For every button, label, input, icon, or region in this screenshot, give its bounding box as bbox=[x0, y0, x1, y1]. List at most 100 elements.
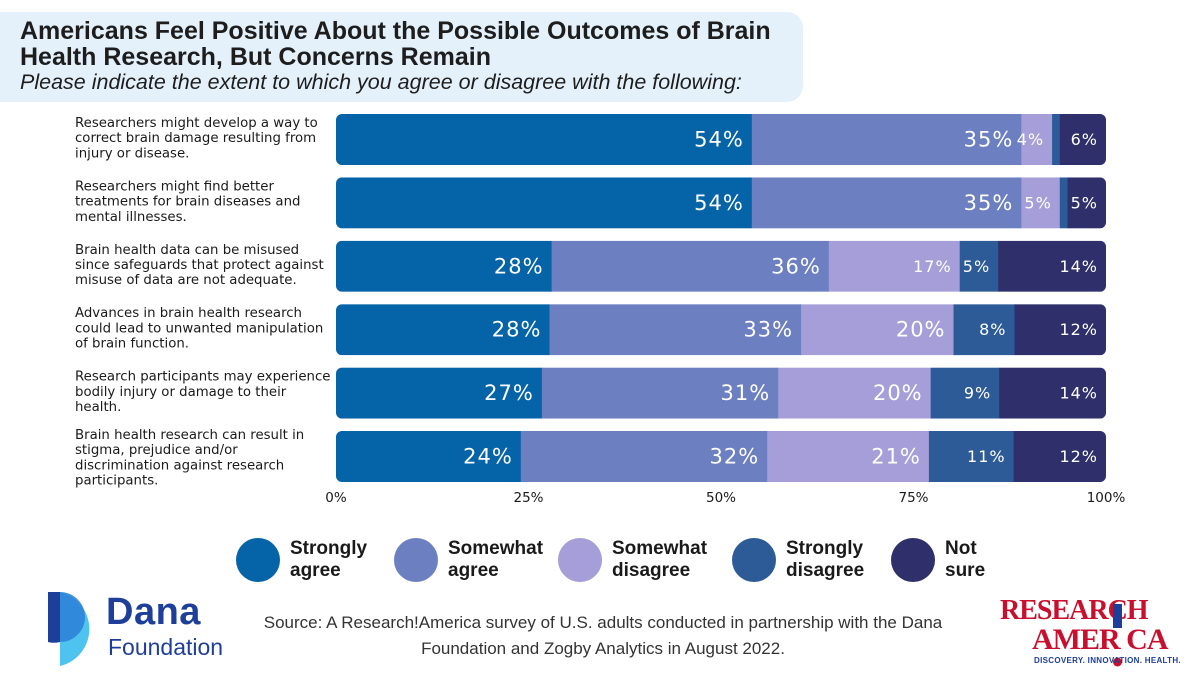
data-label: 21% bbox=[871, 445, 921, 469]
legend-swatch bbox=[236, 538, 280, 582]
chart-subtitle: Please indicate the extent to which you … bbox=[20, 70, 742, 94]
ra-line-1: RESEARCH bbox=[1000, 595, 1149, 626]
bar-segment bbox=[1059, 114, 1106, 165]
bar-segment bbox=[1014, 304, 1106, 356]
data-label: 28% bbox=[494, 254, 544, 278]
bar-segment bbox=[336, 367, 543, 419]
legend-swatch bbox=[891, 538, 935, 582]
data-label: 14% bbox=[1059, 257, 1098, 276]
bar-segment bbox=[336, 114, 753, 165]
category-label: injury or disease. bbox=[75, 146, 189, 161]
legend-label-line: agree bbox=[448, 560, 499, 581]
bar-segment bbox=[336, 304, 550, 356]
data-label: 20% bbox=[873, 381, 923, 405]
dana-foundation-logo: Dana Foundation bbox=[38, 586, 238, 670]
category-label: misuse of data are not adequate. bbox=[75, 273, 297, 288]
legend-label-line: agree bbox=[290, 560, 341, 581]
legend-label: Strongly agree bbox=[290, 538, 390, 582]
x-tick-label: 100% bbox=[1087, 490, 1126, 506]
bar-segment bbox=[828, 240, 961, 292]
category-label: stigma, prejudice and/or bbox=[75, 443, 238, 458]
bar-row: 28% 33% 20% 8% 12% bbox=[336, 304, 1106, 356]
bar-row: 27% 31% 20% 9% 14% bbox=[336, 367, 1106, 419]
legend-label-line: disagree bbox=[786, 560, 865, 581]
bar-segments bbox=[336, 177, 1106, 229]
data-label: 8% bbox=[979, 320, 1006, 339]
bar-segment bbox=[930, 367, 1000, 419]
legend: Strongly agree Somewhat agree Somewhat disagr… bbox=[236, 535, 1016, 585]
data-label: 54% bbox=[694, 128, 744, 152]
data-label: 9% bbox=[964, 384, 991, 403]
data-label: 36% bbox=[771, 254, 821, 278]
data-label: 24% bbox=[463, 445, 513, 469]
bar-segment bbox=[767, 431, 930, 482]
bar-segment bbox=[336, 431, 522, 482]
data-label: 28% bbox=[492, 318, 542, 342]
category-label: mental illnesses. bbox=[75, 210, 187, 225]
bar-segment bbox=[1059, 177, 1068, 229]
research-america-logo: RESEARCH AMER CA DISCOVERY. INNOVATION. … bbox=[1000, 595, 1181, 672]
bar-segment bbox=[928, 431, 1015, 482]
bar-segment bbox=[1013, 431, 1106, 482]
category-label: Researchers might develop a way to bbox=[75, 116, 318, 131]
legend-label: Strongly disagree bbox=[786, 538, 886, 582]
bar-segment bbox=[336, 177, 753, 229]
data-label: 27% bbox=[484, 381, 534, 405]
data-label: 5% bbox=[963, 257, 990, 276]
bar-row: 54% 35% 4% 6% bbox=[336, 114, 1106, 165]
bar-row: 54% 35% 5% 5% bbox=[336, 177, 1106, 229]
source-line-2: Foundation and Zogby Analytics in August… bbox=[421, 639, 785, 658]
category-label: Brain health research can result in bbox=[75, 428, 304, 443]
bar-segment bbox=[778, 367, 932, 419]
category-label: Advances in brain health research bbox=[75, 306, 302, 321]
data-label: 17% bbox=[913, 257, 952, 276]
bar-segment bbox=[959, 240, 999, 292]
stacked-bar-chart: 54% 35% 4% 6% Researchers might develop a wa… bbox=[75, 114, 1126, 506]
legend-label-line: Strongly bbox=[786, 538, 864, 559]
legend-label: Not sure bbox=[945, 538, 1045, 582]
dana-mark-icon bbox=[48, 592, 90, 666]
legend-item: Somewhat disagree bbox=[558, 535, 712, 585]
bar-segments bbox=[336, 240, 1106, 292]
x-tick-label: 25% bbox=[513, 490, 543, 506]
exclamation-icon bbox=[1113, 604, 1122, 667]
ra-tagline: DISCOVERY. INNOVATION. HEALTH. bbox=[1034, 656, 1181, 665]
legend-label: Somewhat disagree bbox=[612, 538, 712, 582]
legend-swatch bbox=[394, 538, 438, 582]
x-tick-label: 0% bbox=[325, 490, 347, 506]
bar-segment bbox=[751, 177, 1022, 229]
bar-segments bbox=[336, 114, 1106, 165]
category-label: participants. bbox=[75, 474, 158, 489]
bar-segments bbox=[336, 367, 1106, 419]
category-label: Research participants may experience bbox=[75, 370, 330, 385]
ra-line-2: AMER CA bbox=[1032, 623, 1168, 656]
data-label: 4% bbox=[1017, 130, 1044, 149]
category-label: Researchers might find better bbox=[75, 179, 274, 194]
bar-segment bbox=[998, 240, 1106, 292]
legend-label-line: Strongly bbox=[290, 538, 368, 559]
x-tick-label: 50% bbox=[706, 490, 736, 506]
bar-segment bbox=[751, 114, 1022, 165]
bar-segment bbox=[520, 431, 768, 482]
data-label: 6% bbox=[1071, 130, 1098, 149]
category-label: bodily injury or damage to their bbox=[75, 385, 287, 400]
legend-label-line: Somewhat bbox=[448, 538, 544, 559]
data-label: 20% bbox=[896, 318, 946, 342]
bar-segment bbox=[1021, 114, 1053, 165]
dana-sub: Foundation bbox=[108, 634, 224, 660]
legend-item: Strongly agree bbox=[236, 535, 390, 585]
data-label: 33% bbox=[743, 318, 793, 342]
bar-segment bbox=[336, 240, 553, 292]
category-label: health. bbox=[75, 400, 121, 415]
bar-segment bbox=[551, 240, 830, 292]
legend-swatch bbox=[732, 538, 776, 582]
category-label: Brain health data can be misused bbox=[75, 243, 299, 258]
bar-segments bbox=[336, 431, 1106, 482]
bar-segment bbox=[801, 304, 955, 356]
data-label: 35% bbox=[964, 128, 1014, 152]
data-label: 11% bbox=[967, 447, 1006, 466]
source-note: Source: A Research!America survey of U.S… bbox=[248, 610, 958, 662]
dana-name: Dana bbox=[106, 591, 201, 633]
category-label: since safeguards that protect against bbox=[75, 258, 324, 273]
bar-segment bbox=[999, 367, 1106, 419]
